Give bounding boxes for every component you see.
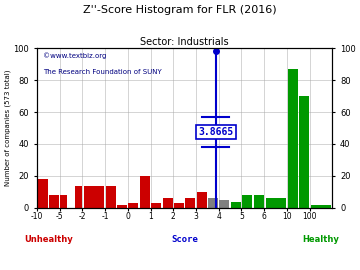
Bar: [140, 176, 150, 208]
Bar: [266, 198, 285, 208]
Text: Unhealthy: Unhealthy: [24, 235, 73, 244]
Text: The Research Foundation of SUNY: The Research Foundation of SUNY: [43, 69, 162, 75]
Text: Healthy: Healthy: [302, 235, 339, 244]
Bar: [197, 192, 207, 208]
Bar: [288, 69, 298, 208]
Y-axis label: Number of companies (573 total): Number of companies (573 total): [4, 70, 11, 186]
Bar: [84, 185, 104, 208]
Bar: [151, 203, 161, 208]
Bar: [242, 195, 252, 208]
Bar: [311, 205, 331, 208]
Bar: [129, 203, 139, 208]
Text: Z''-Score Histogram for FLR (2016): Z''-Score Histogram for FLR (2016): [83, 5, 277, 15]
Bar: [49, 195, 59, 208]
Text: 3.8665: 3.8665: [198, 127, 233, 137]
Bar: [231, 202, 241, 208]
Bar: [253, 195, 264, 208]
Bar: [185, 198, 195, 208]
Text: ©www.textbiz.org: ©www.textbiz.org: [43, 53, 106, 59]
Bar: [208, 198, 218, 208]
Bar: [220, 200, 229, 208]
Text: Score: Score: [171, 235, 198, 244]
Bar: [299, 96, 309, 208]
Bar: [60, 195, 67, 208]
Bar: [75, 185, 82, 208]
Bar: [163, 198, 172, 208]
Bar: [106, 185, 116, 208]
Bar: [37, 179, 48, 208]
Title: Sector: Industrials: Sector: Industrials: [140, 37, 229, 47]
Bar: [117, 205, 127, 208]
Bar: [174, 203, 184, 208]
